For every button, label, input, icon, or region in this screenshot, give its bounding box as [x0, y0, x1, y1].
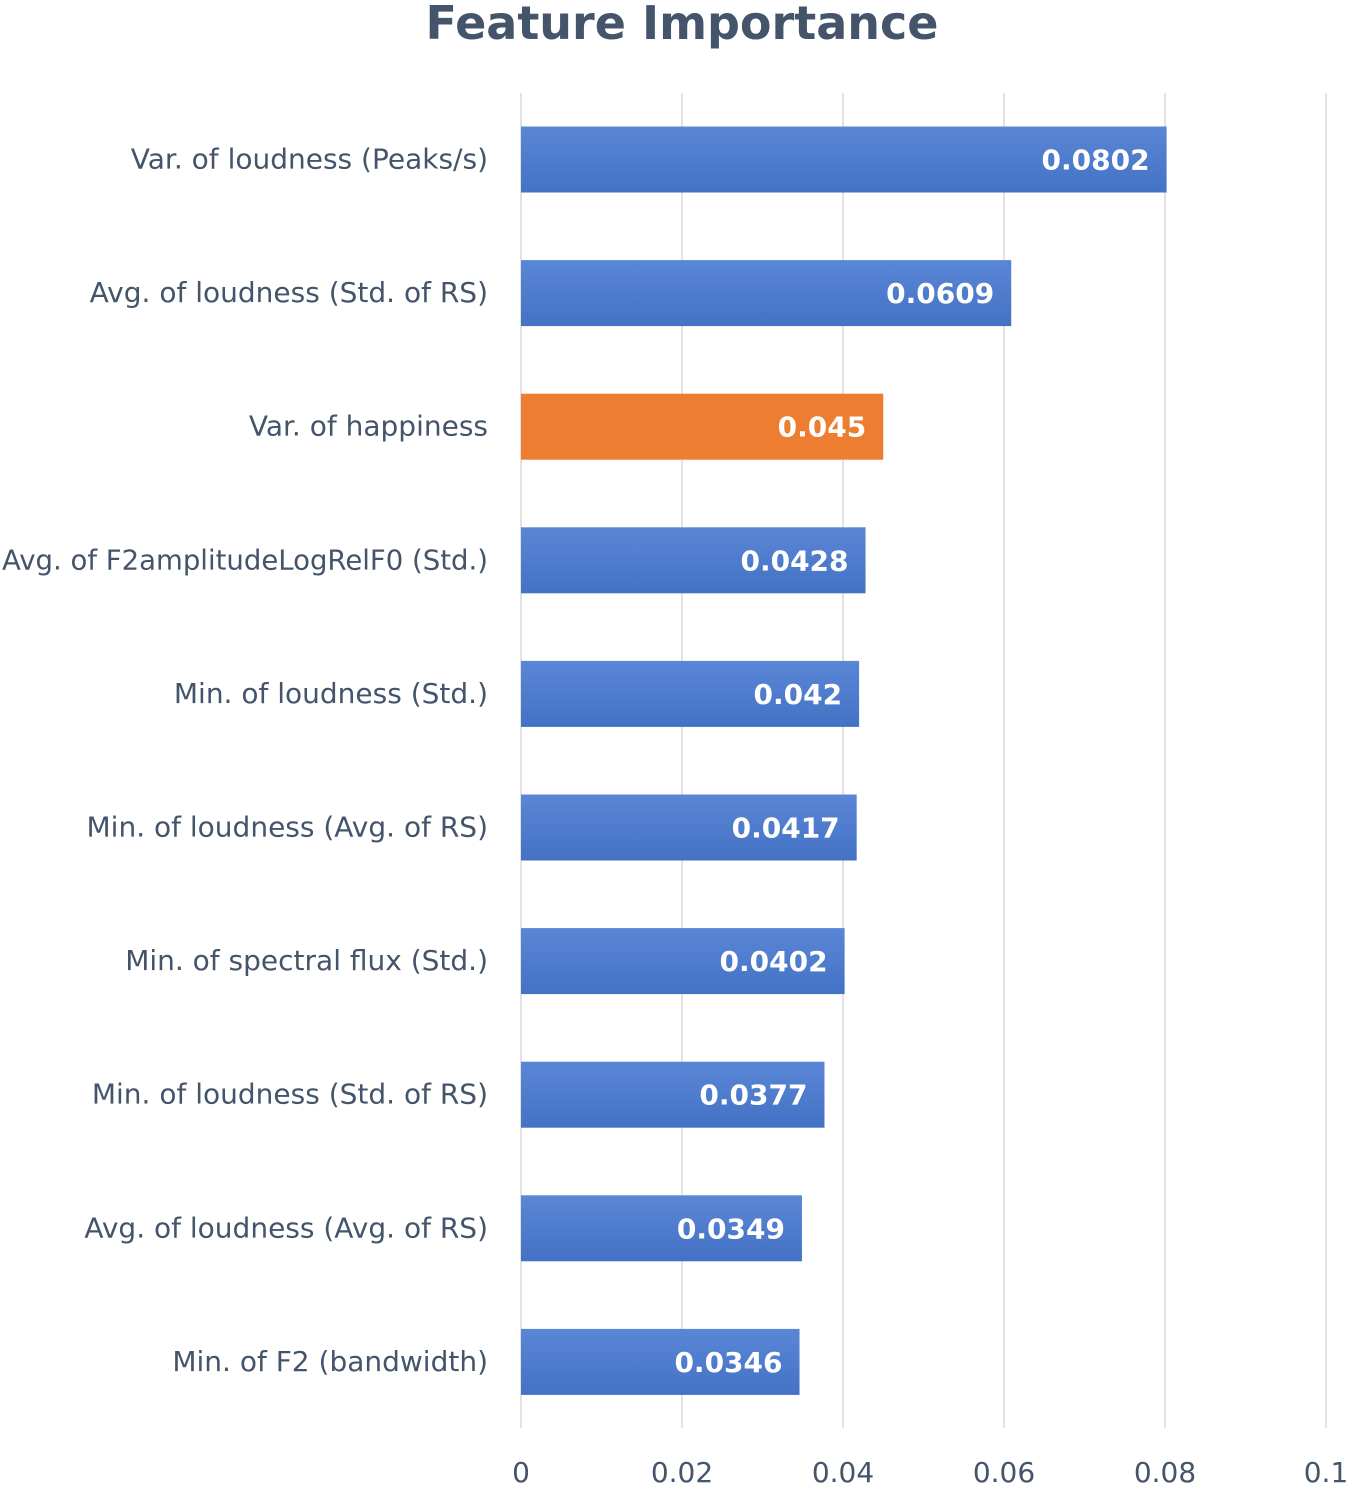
- bar-value-label: 0.0377: [699, 1079, 807, 1112]
- x-tick-label: 0.06: [973, 1456, 1035, 1487]
- bar: [521, 660, 860, 727]
- bar: [521, 527, 866, 594]
- category-labels: Var. of loudness (Peaks/s) Avg. of loudne…: [2, 143, 488, 1378]
- x-tick-label: 0.08: [1134, 1456, 1196, 1487]
- x-tick-label: 0.1: [1304, 1456, 1349, 1487]
- bar-value-label: 0.0428: [740, 544, 848, 577]
- chart-title: Feature Importance: [425, 0, 939, 50]
- x-axis-tick-labels: 0 0.02 0.04 0.06 0.08 0.1: [512, 1456, 1348, 1487]
- bar-value-label: 0.042: [754, 678, 843, 711]
- x-tick-label: 0: [512, 1456, 530, 1487]
- category-label: Min. of loudness (Std.): [174, 677, 488, 710]
- bars: 0.0802 0.0609 0.045 0.0428 0.042 0.0417 0.0402…: [521, 126, 1167, 1395]
- bar-value-label: 0.0417: [732, 812, 840, 845]
- bar-value-label: 0.0802: [1042, 144, 1150, 177]
- bar-highlighted: [521, 393, 884, 460]
- bar: [521, 126, 1167, 193]
- bar-value-label: 0.0346: [674, 1346, 782, 1379]
- category-label: Min. of spectral flux (Std.): [125, 944, 488, 977]
- bar: [521, 1061, 825, 1128]
- category-label: Min. of loudness (Avg. of RS): [87, 811, 488, 844]
- bar-value-label: 0.045: [778, 411, 867, 444]
- bar-value-label: 0.0609: [886, 277, 994, 310]
- category-label: Avg. of loudness (Avg. of RS): [84, 1211, 488, 1244]
- category-label: Var. of loudness (Peaks/s): [131, 143, 488, 176]
- category-label: Min. of loudness (Std. of RS): [92, 1078, 488, 1111]
- bar: [521, 1328, 800, 1395]
- bar-value-label: 0.0402: [720, 945, 828, 978]
- x-tick-label: 0.02: [651, 1456, 713, 1487]
- bar-value-label: 0.0349: [677, 1212, 785, 1245]
- x-tick-label: 0.04: [812, 1456, 874, 1487]
- category-label: Avg. of F2amplitudeLogRelF0 (Std.): [2, 543, 488, 576]
- category-label: Var. of happiness: [249, 410, 488, 443]
- category-label: Min. of F2 (bandwidth): [172, 1345, 488, 1378]
- bar: [521, 928, 845, 995]
- category-label: Avg. of loudness (Std. of RS): [90, 276, 488, 309]
- bar: [521, 1195, 802, 1262]
- bar: [521, 794, 857, 861]
- bar: [521, 260, 1012, 327]
